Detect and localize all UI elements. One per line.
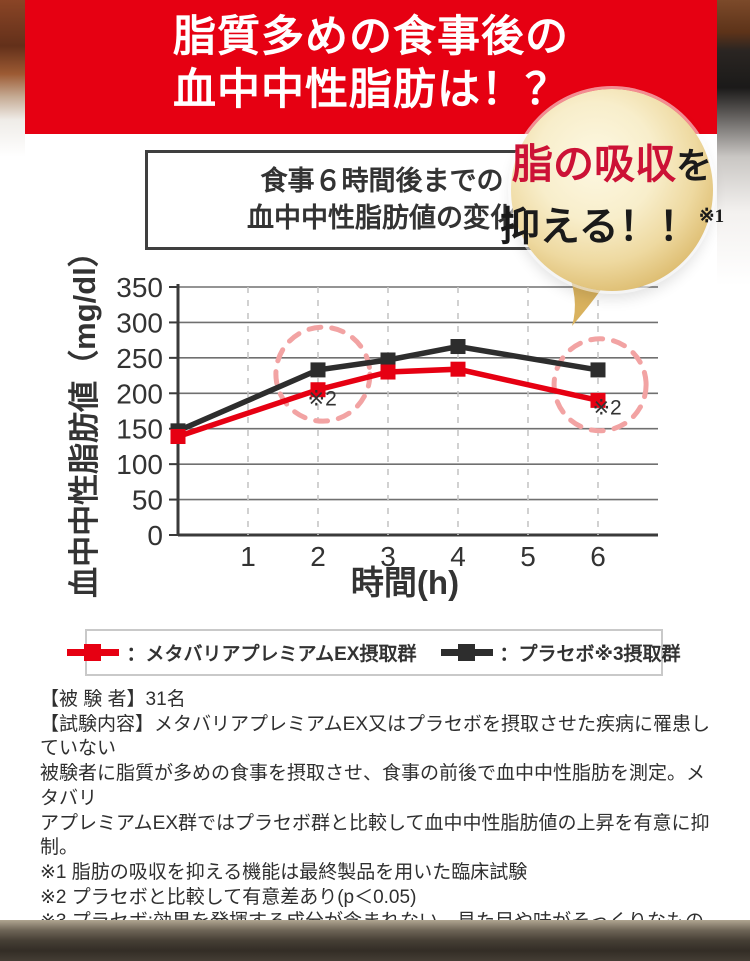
callout-line1: 脂の吸収を bbox=[512, 130, 712, 190]
black-line-marker-icon bbox=[440, 644, 493, 661]
triglyceride-line-chart: 0 50 100 150 200 250 300 350 1 2 3 4 5 6 ※2 ※2 時間(h) 血中中性… bbox=[67, 236, 658, 601]
headline: 脂質多めの食事後の 血中中性脂肪は！？ bbox=[25, 0, 717, 117]
legend-label-placebo: ：プラセボ※3摂取群 bbox=[499, 644, 681, 665]
footnote-line: 被験者に脂質が多めの食事を摂取させ、食事の前後で血中中性脂肪を測定。メタバリ bbox=[40, 763, 706, 809]
x-tick-label: 6 bbox=[590, 541, 606, 572]
y-tick-label: 350 bbox=[116, 272, 163, 303]
callout-line2: 抑える！！※1 bbox=[500, 194, 724, 252]
headline-line2: 血中中性脂肪は！？ bbox=[173, 66, 569, 114]
series-marker-0 bbox=[310, 382, 326, 398]
x-tick-label: 2 bbox=[310, 541, 326, 572]
x-tick-label: 3 bbox=[380, 541, 396, 572]
y-tick-label: 200 bbox=[116, 378, 163, 409]
footnote-line: アプレミアムEX群ではプラセボ群と比較して血中中性脂肪値の上昇を有意に抑制。 bbox=[40, 812, 710, 859]
series-marker-0 bbox=[170, 429, 186, 445]
legend-label-metabaria: ：メタバリアプレミアムEX摂取群 bbox=[126, 644, 417, 665]
red-line-marker-icon bbox=[67, 644, 120, 661]
highlight-circle bbox=[551, 336, 649, 434]
chart-title: 食事６時間後までの 血中中性脂肪値の変化 bbox=[148, 153, 616, 237]
footnote-line: 【試験内容】メタバリアプレミアムEX又はプラセボを摂取させた疾病に罹患していない bbox=[40, 713, 711, 760]
callout-text-main: 抑える！！ bbox=[499, 204, 699, 249]
significance-note: ※2 bbox=[308, 387, 337, 410]
y-tick-label: 300 bbox=[116, 307, 163, 338]
x-axis-label: 時間(h) bbox=[351, 564, 459, 601]
x-tick-label: 1 bbox=[240, 541, 256, 572]
series-marker-1 bbox=[450, 339, 466, 355]
legend-item-placebo: ：プラセボ※3摂取群 bbox=[440, 639, 681, 666]
series-marker-0 bbox=[450, 361, 466, 377]
footnote-line: 【被 験 者】31名 bbox=[40, 689, 186, 710]
chart-legend: ：メタバリアプレミアムEX摂取群 ：プラセボ※3摂取群 bbox=[67, 629, 681, 676]
callout-text-red: 脂の吸収 bbox=[511, 141, 676, 187]
x-tick-label: 4 bbox=[450, 541, 466, 572]
bottom-photo-band bbox=[0, 920, 750, 961]
footnote-line: ※1 脂肪の吸収を抑える機能は最終製品を用いた臨床試験 bbox=[40, 861, 528, 883]
series-marker-1 bbox=[310, 362, 326, 378]
y-tick-label: 100 bbox=[116, 449, 163, 480]
chart-title-line1: 食事６時間後までの bbox=[260, 166, 504, 196]
y-axis-label: 血中中性脂肪値（mg/dl） bbox=[67, 236, 102, 598]
left-edge-food-photo bbox=[0, 0, 25, 922]
y-tick-label: 50 bbox=[132, 485, 163, 516]
legend-item-metabaria: ：メタバリアプレミアムEX摂取群 bbox=[67, 639, 417, 666]
series-marker-0 bbox=[590, 392, 606, 408]
headline-line1: 脂質多めの食事後の bbox=[173, 13, 569, 61]
y-tick-label: 250 bbox=[116, 343, 163, 374]
series-marker-1 bbox=[380, 352, 396, 368]
callout-bubble: 脂の吸収を 抑える！！※1 bbox=[500, 89, 724, 291]
series-marker-0 bbox=[380, 364, 396, 380]
callout-text-wo: を bbox=[675, 146, 712, 186]
footnote-line: ※2 プラセボと比較して有意差あり(p＜0.05) bbox=[40, 886, 417, 908]
chart-title-line2: 血中中性脂肪値の変化 bbox=[247, 203, 517, 233]
significance-note: ※2 bbox=[592, 397, 621, 420]
y-tick-label: 0 bbox=[147, 520, 163, 551]
callout-footnote-ref: ※1 bbox=[698, 206, 725, 227]
y-tick-label: 150 bbox=[116, 414, 163, 445]
x-tick-label: 5 bbox=[520, 541, 536, 572]
right-edge-food-photo bbox=[717, 0, 750, 922]
series-marker-1 bbox=[590, 362, 606, 378]
